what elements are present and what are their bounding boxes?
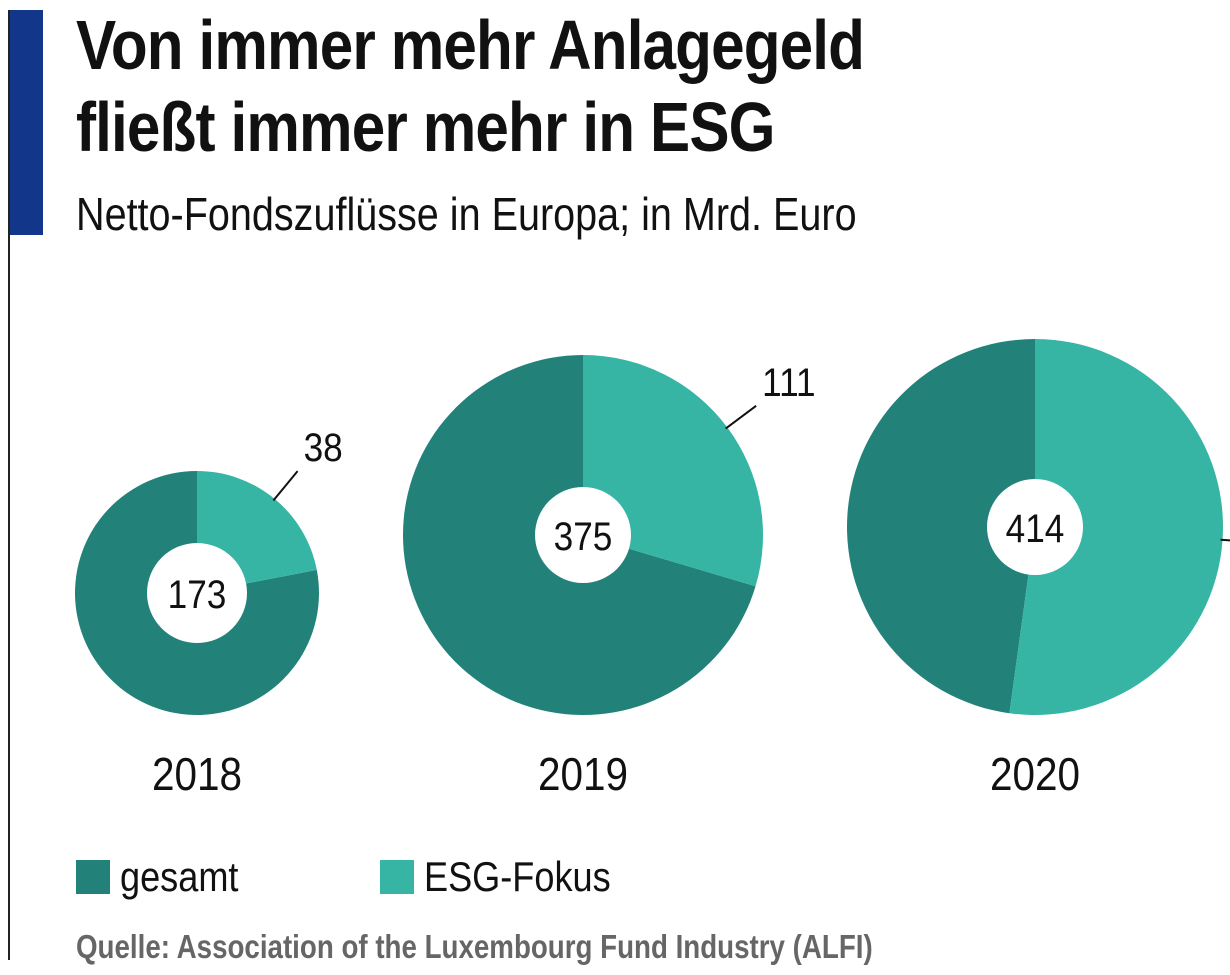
legend-swatch-gesamt bbox=[76, 860, 110, 894]
center-hole-2019 bbox=[535, 487, 631, 583]
leader-line-2019 bbox=[725, 405, 757, 430]
year-label-2020: 2020 bbox=[990, 750, 1080, 801]
legend-label-gesamt: gesamt bbox=[120, 853, 239, 900]
source-note: Quelle: Association of the Luxembourg Fu… bbox=[76, 928, 873, 965]
legend-label-esg: ESG-Fokus bbox=[424, 853, 611, 900]
pie-2019: 375 111 2019 bbox=[403, 355, 816, 801]
left-rule bbox=[8, 10, 10, 960]
center-hole-2020 bbox=[987, 479, 1083, 575]
total-label-2020: 414 bbox=[1006, 506, 1065, 551]
legend-item-gesamt: gesamt bbox=[76, 852, 258, 902]
pie-2018: 173 38 2018 bbox=[74, 425, 343, 801]
total-label-2018: 173 bbox=[168, 572, 227, 617]
legend-swatch-esg bbox=[380, 860, 414, 894]
esg-label-2018: 38 bbox=[304, 425, 343, 470]
leader-line-2018 bbox=[272, 470, 299, 502]
center-hole-2018 bbox=[147, 543, 247, 643]
year-label-2019: 2019 bbox=[538, 750, 628, 801]
title-line-1: Von immer mehr Anlagegeld bbox=[76, 6, 865, 84]
pie-2020: 4142162020 bbox=[847, 339, 1230, 801]
legend-item-esg: ESG-Fokus bbox=[380, 852, 641, 902]
year-label-2018: 2018 bbox=[152, 750, 242, 801]
leader-line-2020 bbox=[1220, 538, 1230, 542]
accent-bar bbox=[8, 10, 43, 235]
chart-subtitle: Netto-Fondszuflüsse in Europa; in Mrd. E… bbox=[76, 188, 857, 240]
slice-gesamt-2020 bbox=[847, 339, 1035, 714]
esg-label-2019: 111 bbox=[762, 360, 815, 405]
chart-title: Von immer mehr Anlagegeld fließt immer m… bbox=[76, 4, 1056, 168]
title-line-2: fließt immer mehr in ESG bbox=[76, 88, 775, 166]
total-label-2019: 375 bbox=[554, 514, 613, 559]
slice-esg-2020 bbox=[1009, 339, 1224, 715]
